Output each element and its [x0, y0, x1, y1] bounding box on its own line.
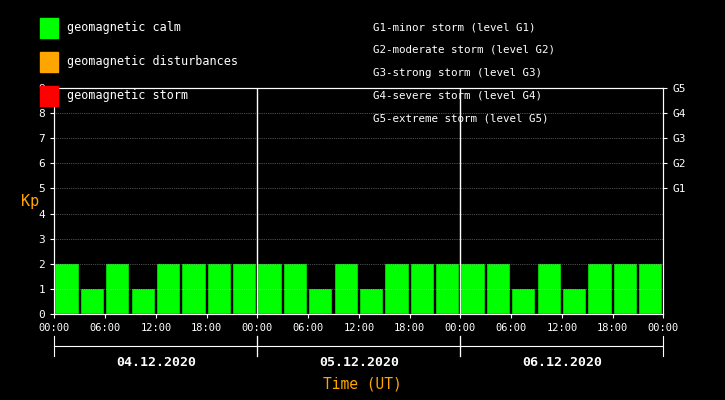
Bar [385, 264, 409, 314]
Bar [283, 264, 307, 314]
Bar [55, 264, 79, 314]
Text: geomagnetic storm: geomagnetic storm [67, 90, 188, 102]
Text: 05.12.2020: 05.12.2020 [319, 356, 399, 368]
Bar [131, 289, 155, 314]
Text: 06.12.2020: 06.12.2020 [522, 356, 602, 368]
Bar [588, 264, 612, 314]
Bar [613, 264, 637, 314]
Text: G2-moderate storm (level G2): G2-moderate storm (level G2) [373, 45, 555, 55]
Bar [563, 289, 587, 314]
Bar [106, 264, 130, 314]
Bar [334, 264, 358, 314]
Bar [486, 264, 510, 314]
Text: G5-extreme storm (level G5): G5-extreme storm (level G5) [373, 113, 549, 123]
Y-axis label: Kp: Kp [21, 194, 39, 208]
Text: Time (UT): Time (UT) [323, 376, 402, 391]
Bar [207, 264, 231, 314]
Text: G4-severe storm (level G4): G4-severe storm (level G4) [373, 90, 542, 100]
Bar [512, 289, 536, 314]
Text: G3-strong storm (level G3): G3-strong storm (level G3) [373, 68, 542, 78]
Text: geomagnetic calm: geomagnetic calm [67, 22, 181, 34]
Text: G1-minor storm (level G1): G1-minor storm (level G1) [373, 22, 536, 32]
Bar [80, 289, 104, 314]
Bar [436, 264, 460, 314]
Bar [258, 264, 282, 314]
Bar [639, 264, 663, 314]
Bar [537, 264, 561, 314]
Bar [182, 264, 206, 314]
Text: geomagnetic disturbances: geomagnetic disturbances [67, 56, 238, 68]
Bar [360, 289, 384, 314]
Bar [461, 264, 485, 314]
Bar [410, 264, 434, 314]
Bar [157, 264, 181, 314]
Bar [309, 289, 333, 314]
Text: 04.12.2020: 04.12.2020 [116, 356, 196, 368]
Bar [233, 264, 257, 314]
